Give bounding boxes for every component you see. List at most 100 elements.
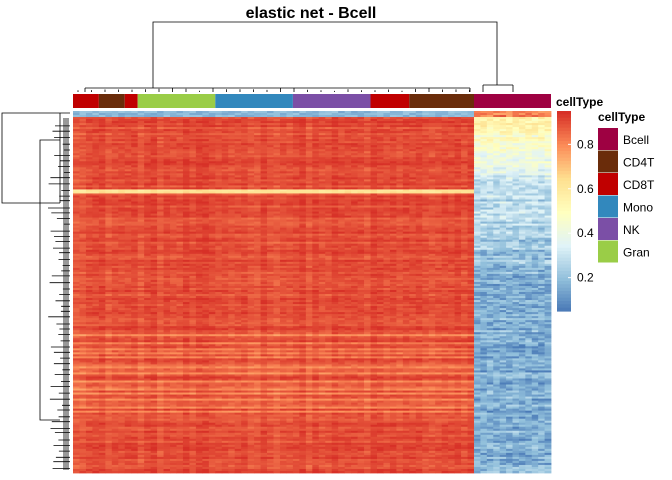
heatmap-cell	[98, 181, 106, 184]
heatmap-cell	[228, 235, 236, 239]
heatmap-cell	[170, 155, 177, 158]
heatmap-cell	[499, 181, 507, 184]
heatmap-cell	[131, 191, 139, 194]
heatmap-cell	[389, 237, 397, 241]
heatmap-cell	[279, 159, 287, 162]
heatmap-cell	[118, 159, 126, 162]
heatmap-cell	[273, 139, 281, 142]
heatmap-cell	[499, 163, 507, 166]
heatmap-cell	[389, 121, 397, 124]
heatmap-cell	[247, 125, 255, 128]
heatmap-cell	[415, 215, 423, 218]
heatmap-cell	[506, 155, 513, 158]
heatmap-cell	[331, 183, 339, 186]
heatmap-cell	[279, 207, 287, 210]
heatmap-cell	[370, 223, 378, 227]
heatmap-cell	[518, 147, 526, 150]
annotation-segment-2	[124, 94, 138, 108]
heatmap-cell	[221, 203, 229, 206]
heatmap-cell	[279, 217, 287, 220]
heatmap-cell	[331, 187, 339, 190]
heatmap-cell	[389, 219, 397, 223]
heatmap-cell	[260, 111, 268, 114]
heatmap-cell	[435, 239, 443, 243]
heatmap-cell	[338, 155, 346, 158]
heatmap-cell	[506, 225, 513, 229]
heatmap-cell	[221, 231, 229, 235]
heatmap-cell	[376, 231, 384, 235]
heatmap-cell	[331, 137, 339, 140]
heatmap-cell	[79, 159, 87, 162]
heatmap-cell	[111, 181, 119, 184]
heatmap-cell	[111, 123, 119, 126]
heatmap-cell	[415, 199, 423, 202]
heatmap-cell	[389, 111, 397, 114]
heatmap-cell	[215, 159, 223, 162]
heatmap-cell	[182, 161, 190, 164]
heatmap-cell	[480, 145, 488, 148]
heatmap-cell	[357, 227, 365, 231]
heatmap-cell	[518, 227, 526, 231]
heatmap-cell	[357, 129, 365, 132]
heatmap-cell	[247, 223, 255, 227]
heatmap-cell	[234, 175, 242, 178]
heatmap-cell	[376, 227, 384, 231]
heatmap-cell	[538, 213, 545, 216]
heatmap-cell	[518, 145, 526, 148]
heatmap-cell	[312, 163, 320, 166]
heatmap-cell	[325, 235, 333, 239]
heatmap-cell	[144, 229, 152, 233]
heatmap-cell	[402, 111, 410, 114]
heatmap-cell	[402, 181, 410, 184]
heatmap-cell	[493, 153, 501, 156]
heatmap-cell	[176, 209, 184, 212]
heatmap-cell	[312, 187, 320, 190]
heatmap-cell	[118, 173, 126, 176]
heatmap-cell	[286, 117, 294, 120]
heatmap-cell	[157, 153, 164, 156]
heatmap-cell	[170, 157, 177, 160]
heatmap-cell	[370, 169, 378, 172]
heatmap-cell	[157, 241, 164, 245]
heatmap-cell	[228, 133, 236, 136]
heatmap-cell	[305, 145, 313, 148]
heatmap-cell	[525, 117, 533, 120]
heatmap-cell	[383, 145, 391, 148]
heatmap-cell	[202, 177, 210, 180]
heatmap-cell	[461, 205, 468, 208]
heatmap-cell	[195, 197, 203, 200]
heatmap-cell	[474, 137, 481, 140]
heatmap-cell	[247, 185, 255, 188]
heatmap-cell	[422, 199, 430, 202]
heatmap-cell	[357, 223, 365, 227]
heatmap-cell	[267, 145, 274, 148]
heatmap-cell	[364, 131, 371, 134]
heatmap-cell	[415, 177, 423, 180]
heatmap-cell	[396, 185, 404, 188]
heatmap-cell	[461, 139, 468, 142]
heatmap-cell	[305, 149, 313, 152]
heatmap-cell	[221, 239, 229, 243]
heatmap-cell	[73, 123, 80, 126]
heatmap-cell	[344, 157, 352, 160]
heatmap-cell	[234, 173, 242, 176]
heatmap-cell	[98, 157, 106, 160]
heatmap-cell	[195, 163, 203, 166]
heatmap-cell	[131, 161, 139, 164]
heatmap-cell	[364, 209, 371, 212]
heatmap-cell	[208, 187, 216, 190]
heatmap-cell	[325, 197, 333, 200]
heatmap-cell	[428, 231, 436, 235]
heatmap-cell	[241, 189, 249, 192]
heatmap-cell	[105, 141, 113, 144]
heatmap-cell	[318, 207, 326, 210]
heatmap-cell	[228, 241, 236, 245]
heatmap-cell	[260, 199, 268, 202]
heatmap-cell	[279, 223, 287, 227]
heatmap-cell	[376, 243, 384, 247]
heatmap-cell	[170, 195, 177, 198]
heatmap-cell	[383, 139, 391, 142]
heatmap-cell	[73, 183, 80, 186]
heatmap-cell	[202, 125, 210, 128]
heatmap-cell	[422, 139, 430, 142]
